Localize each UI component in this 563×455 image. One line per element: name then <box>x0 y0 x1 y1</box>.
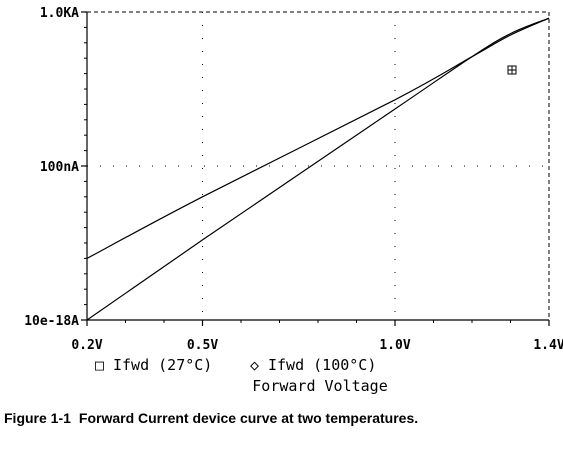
series-line-1 <box>86 17 550 321</box>
axis-ticks: 1.0KA 100nA 10e-18A 0.2V 0.5V 1.0V 1.4V <box>24 6 563 353</box>
x-tick-label: 1.0V <box>379 338 410 353</box>
plot-frame <box>86 11 550 321</box>
y-tick-label: 100nA <box>40 160 79 175</box>
series-lines <box>86 17 550 321</box>
x-axis-title: Forward Voltage <box>252 377 387 395</box>
series-line-2 <box>86 17 550 259</box>
x-tick-label: 1.4V <box>533 338 563 353</box>
legend: □ Ifwd (27°C) ◇ Ifwd (100°C) <box>95 356 376 374</box>
legend-label-2: Ifwd (100°C) <box>268 356 376 374</box>
caption-text: Forward Current device curve at two temp… <box>78 410 419 426</box>
legend-marker-1: □ <box>95 356 104 374</box>
legend-label-1: Ifwd (27°C) <box>113 356 212 374</box>
y-tick-label: 1.0KA <box>40 6 79 21</box>
y-tick-label: 10e-18A <box>24 314 79 329</box>
legend-marker-2: ◇ <box>250 356 259 374</box>
x-tick-label: 0.2V <box>71 338 102 353</box>
x-tick-label: 0.5V <box>187 338 218 353</box>
grid <box>87 12 549 320</box>
chart: 1.0KA 100nA 10e-18A 0.2V 0.5V 1.0V 1.4V □ Ifwd … <box>24 6 563 395</box>
caption-number: Figure 1-1 <box>4 410 71 426</box>
figure-caption: Figure 1-1 Forward Current device curve a… <box>4 409 424 427</box>
